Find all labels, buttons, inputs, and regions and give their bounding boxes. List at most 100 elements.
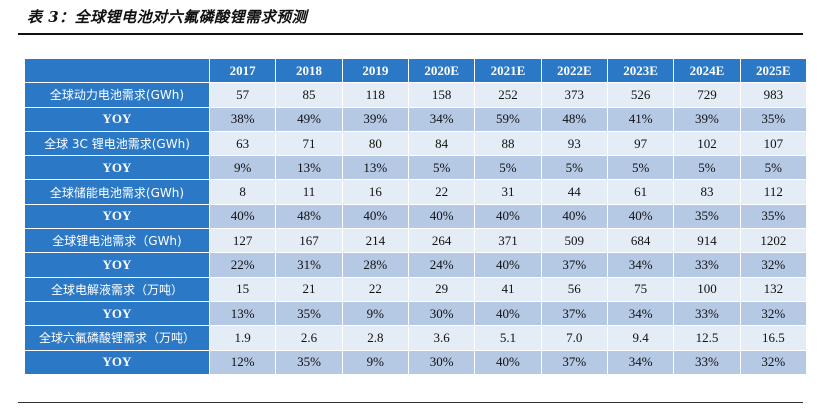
table-cell: 40% [408,204,475,229]
table-cell: 1.9 [210,326,276,350]
yoy-row: YOY 22% 31% 28% 24% 40% 37% 34% 33% 32% [25,253,806,277]
yoy-row: YOY 13% 35% 9% 30% 40% 37% 34% 33% 32% [25,301,806,326]
table-cell: 112 [740,180,806,204]
table-cell: 132 [740,277,806,301]
table-title: 表 3：全球锂电池对六氟磷酸锂需求预测 [27,8,308,26]
table-cell: 22 [408,180,475,204]
table-cell: 71 [276,131,342,156]
table-cell: 5.1 [475,326,541,350]
demand-row: 全球储能电池需求(GWh) 8 11 16 22 31 44 61 83 112 [25,180,806,204]
table-cell: 5% [408,156,475,180]
table-cell: 40% [342,204,408,229]
table-cell: 13% [210,301,276,326]
table-cell: 9% [210,156,276,180]
row-label: 全球动力电池需求(GWh) [25,83,209,107]
table-cell: 35% [740,107,806,131]
table-cell: 16.5 [740,326,806,350]
row-label: 全球锂电池需求（GWh) [25,229,209,253]
table-cell: 5% [740,156,806,180]
table-cell: 373 [541,83,607,107]
table-cell: 33% [674,350,740,374]
table-cell: 30% [408,350,475,374]
yoy-row: YOY 40% 48% 40% 40% 40% 40% 40% 35% 35% [25,204,806,229]
table-cell: 48% [541,107,607,131]
table-cell: 167 [276,229,342,253]
header-row: 2017 2018 2019 2020E 2021E 2022E 2023E 2024E 202… [25,59,806,83]
table-cell: 40% [475,204,541,229]
table-cell: 7.0 [541,326,607,350]
table-cell: 35% [276,301,342,326]
table-cell: 34% [607,350,674,374]
table-cell: 59% [475,107,541,131]
table-cell: 37% [541,253,607,277]
table-cell: 40% [541,204,607,229]
table-cell: 5% [475,156,541,180]
table-cell: 13% [276,156,342,180]
table-cell: 35% [276,350,342,374]
row-label: YOY [25,301,209,326]
table-cell: 88 [475,131,541,156]
table-cell: 38% [210,107,276,131]
top-rule [18,33,803,35]
table-cell: 21 [276,277,342,301]
row-label: 全球储能电池需求(GWh) [25,180,209,204]
table-cell: 526 [607,83,674,107]
table-body: 全球动力电池需求(GWh) 57 85 118 158 252 373 526 729 983 YO… [25,83,806,374]
table-cell: 8 [210,180,276,204]
table-cell: 41% [607,107,674,131]
table-cell: 2.6 [276,326,342,350]
table-cell: 80 [342,131,408,156]
table-cell: 127 [210,229,276,253]
row-label: YOY [25,204,209,229]
table-cell: 56 [541,277,607,301]
table-cell: 41 [475,277,541,301]
table-cell: 9.4 [607,326,674,350]
table-cell: 49% [276,107,342,131]
table-cell: 40% [607,204,674,229]
table-cell: 84 [408,131,475,156]
table-cell: 48% [276,204,342,229]
table-cell: 252 [475,83,541,107]
bottom-rule [18,402,803,403]
table-cell: 5% [541,156,607,180]
year-header: 2022E [541,59,607,83]
table-cell: 118 [342,83,408,107]
table-cell: 40% [475,350,541,374]
table-cell: 37% [541,350,607,374]
row-label: YOY [25,156,209,180]
table-cell: 1202 [740,229,806,253]
table-cell: 40% [210,204,276,229]
table-cell: 15 [210,277,276,301]
table-cell: 5% [607,156,674,180]
table-cell: 264 [408,229,475,253]
table-cell: 34% [607,253,674,277]
table-cell: 28% [342,253,408,277]
table-cell: 983 [740,83,806,107]
table-cell: 914 [674,229,740,253]
year-header: 2020E [408,59,475,83]
table-cell: 93 [541,131,607,156]
table-cell: 75 [607,277,674,301]
year-header: 2019 [342,59,408,83]
demand-row: 全球动力电池需求(GWh) 57 85 118 158 252 373 526 729 983 [25,83,806,107]
table-cell: 61 [607,180,674,204]
table-cell: 12.5 [674,326,740,350]
row-label: 全球 3C 锂电池需求(GWh) [25,131,209,156]
table-cell: 107 [740,131,806,156]
demand-row: 全球六氟磷酸锂需求（万吨） 1.9 2.6 2.8 3.6 5.1 7.0 9.4 12.5 16… [25,326,806,350]
table-cell: 11 [276,180,342,204]
table-cell: 33% [674,301,740,326]
table-cell: 32% [740,301,806,326]
table-cell: 35% [674,204,740,229]
table-cell: 39% [342,107,408,131]
table-cell: 40% [475,253,541,277]
table-cell: 34% [607,301,674,326]
table-cell: 31% [276,253,342,277]
table-cell: 85 [276,83,342,107]
row-label: YOY [25,350,209,374]
year-header: 2023E [607,59,674,83]
table-cell: 32% [740,350,806,374]
table-cell: 24% [408,253,475,277]
table-cell: 39% [674,107,740,131]
table-cell: 31 [475,180,541,204]
